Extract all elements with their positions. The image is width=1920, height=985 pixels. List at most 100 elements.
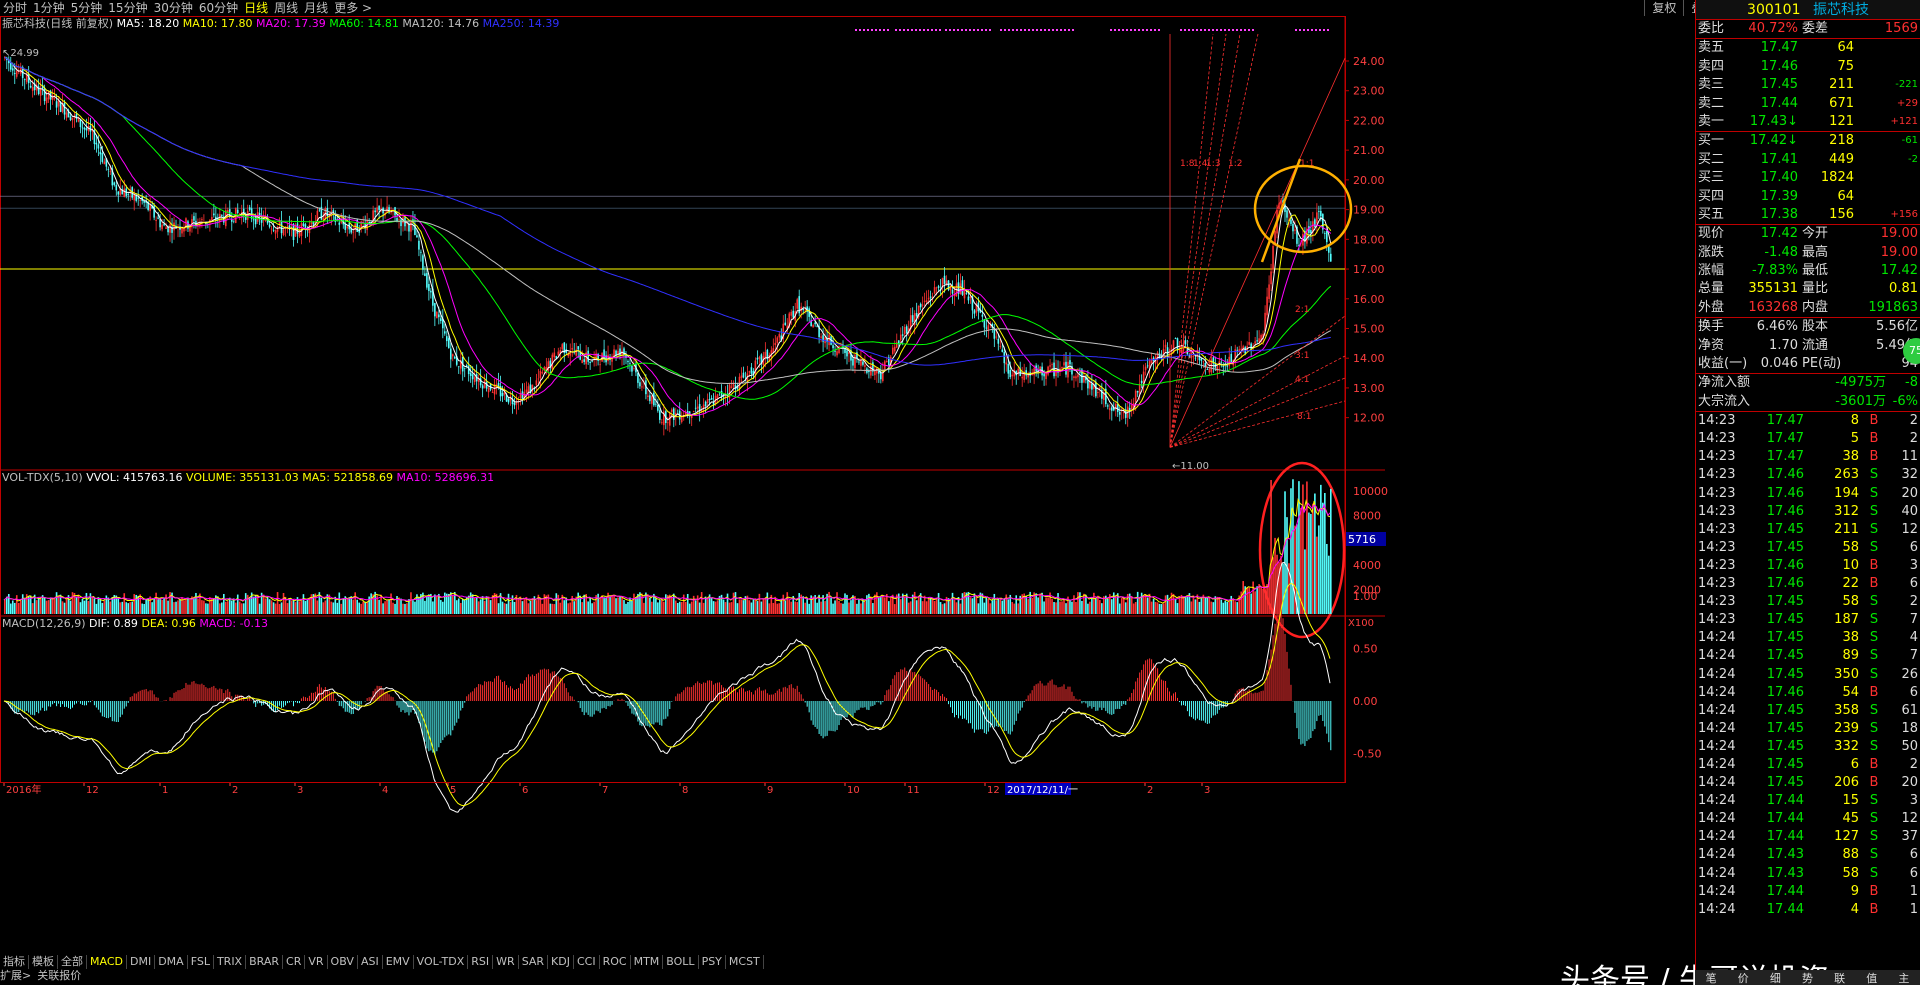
- indicator-tab-22[interactable]: BOLL: [663, 955, 699, 969]
- kline-chart[interactable]: 振芯科技(日线 前复权) MA5: 18.20 MA10: 17.80 MA20…: [0, 16, 1692, 956]
- tick-side: S: [1869, 467, 1879, 483]
- tick-row: 14:23 17.46 10 B 3: [1696, 557, 1920, 575]
- indicator-tab-19[interactable]: CCI: [574, 955, 600, 969]
- ma5-legend: MA5: 521858.69: [302, 471, 396, 484]
- x-label-13: 12: [987, 785, 1000, 796]
- period-tab-7[interactable]: 周线: [274, 1, 299, 15]
- tick-row: 14:24 17.44 127 S 37: [1696, 828, 1920, 846]
- tick-row: 14:23 17.45 211 S 12: [1696, 521, 1920, 539]
- period-tab-4[interactable]: 30分钟: [153, 1, 193, 15]
- indicator-tab-16[interactable]: WR: [493, 955, 519, 969]
- tick-time: 14:24: [1698, 883, 1736, 899]
- bids-level-2[interactable]: 买二 17.41 449 -2: [1696, 151, 1920, 169]
- tick-side: S: [1869, 612, 1879, 628]
- indicator-tab-14[interactable]: VOL-TDX: [414, 955, 469, 969]
- bids-level-3[interactable]: 买三 17.40 1824: [1696, 169, 1920, 187]
- tick-count: 12: [1901, 811, 1918, 827]
- tick-time: 14:23: [1698, 413, 1736, 429]
- asks-level-4[interactable]: 卖二 17.44 671 +29: [1696, 95, 1920, 113]
- extend-link-0[interactable]: 扩展>: [0, 969, 32, 982]
- tick-time: 14:24: [1698, 756, 1736, 772]
- tick-list[interactable]: 14:23 17.47 8 B 2 14:23 17.47 5 B 2 14:23 17.47 38 B 1…: [1696, 411, 1920, 919]
- x-label-3: 2: [232, 785, 238, 796]
- stat-label: 换手: [1698, 319, 1725, 335]
- price-tick-10: 14.00: [1353, 352, 1385, 365]
- bids-level-1[interactable]: 买一 17.42↓ 218 -61: [1696, 132, 1920, 150]
- indicator-tab-24[interactable]: MCST: [726, 955, 764, 969]
- panel-tab-0[interactable]: 笔: [1705, 972, 1717, 985]
- vol-title-text: VOL-TDX(5,10): [2, 471, 86, 484]
- asks-level-3[interactable]: 卖三 17.45 211 -221: [1696, 76, 1920, 94]
- tick-volume: 10: [1842, 557, 1859, 573]
- period-tab-0[interactable]: 分时: [3, 1, 28, 15]
- panel-tab-3[interactable]: 势: [1801, 972, 1813, 985]
- indicator-tab-13[interactable]: EMV: [383, 955, 414, 969]
- period-tab-1[interactable]: 1分钟: [33, 1, 65, 15]
- period-tab-6[interactable]: 日线: [244, 1, 269, 15]
- panel-tab-1[interactable]: 价: [1737, 972, 1749, 985]
- stat-row-0: 换手 6.46% 股本 5.56亿: [1696, 318, 1920, 336]
- tick-time: 14:23: [1698, 612, 1736, 628]
- indicator-tab-4[interactable]: DMI: [127, 955, 156, 969]
- indicator-tab-6[interactable]: FSL: [188, 955, 214, 969]
- tick-row: 14:23 17.46 263 S 32: [1696, 466, 1920, 484]
- tick-price: 17.45: [1766, 756, 1804, 772]
- panel-tabs: 笔价细势联值主: [1695, 970, 1920, 985]
- tick-row: 14:24 17.45 38 S 4: [1696, 629, 1920, 647]
- tick-time: 14:24: [1698, 847, 1736, 863]
- extend-link-1[interactable]: 关联报价: [37, 969, 82, 982]
- period-tab-9[interactable]: 更多 >: [334, 1, 373, 15]
- bids-volume: 1824: [1820, 170, 1854, 186]
- period-tab-8[interactable]: 月线: [304, 1, 329, 15]
- panel-tab-6[interactable]: 主: [1898, 972, 1910, 985]
- tick-row: 14:24 17.45 206 B 20: [1696, 774, 1920, 792]
- indicator-tab-17[interactable]: SAR: [519, 955, 549, 969]
- indicator-tab-1[interactable]: 模板: [29, 955, 58, 969]
- asks-level-2[interactable]: 卖四 17.46 75: [1696, 58, 1920, 76]
- panel-tab-5[interactable]: 值: [1866, 972, 1878, 985]
- asks-price: 17.44: [1760, 95, 1798, 111]
- indicator-tab-18[interactable]: KDJ: [548, 955, 574, 969]
- indicator-tab-20[interactable]: ROC: [600, 955, 631, 969]
- quote-row-3: 总量 355131 量比 0.81: [1696, 280, 1920, 298]
- indicator-tab-9[interactable]: CR: [283, 955, 306, 969]
- quote-value-2: 17.42: [1880, 263, 1918, 279]
- tick-side: S: [1869, 738, 1879, 754]
- tick-time: 14:23: [1698, 485, 1736, 501]
- asks-level-1[interactable]: 卖五 17.47 64: [1696, 39, 1920, 57]
- tick-volume: 38: [1842, 449, 1859, 465]
- asks-volume: 671: [1829, 95, 1854, 111]
- extend-links: 扩展> 关联报价: [0, 969, 1692, 983]
- period-tab-2[interactable]: 5分钟: [70, 1, 103, 15]
- x-label-8: 7: [602, 785, 608, 796]
- indicator-tab-15[interactable]: RSI: [468, 955, 494, 969]
- panel-tab-2[interactable]: 细: [1769, 972, 1781, 985]
- indicator-tab-7[interactable]: TRIX: [214, 955, 247, 969]
- indicator-tab-23[interactable]: PSY: [699, 955, 726, 969]
- tick-price: 17.46: [1766, 557, 1804, 573]
- indicator-tab-2[interactable]: 全部: [58, 955, 87, 969]
- tick-time: 14:23: [1698, 557, 1736, 573]
- indicator-tab-21[interactable]: MTM: [631, 955, 664, 969]
- quote-value: 163268: [1748, 299, 1798, 315]
- quote-value: -7.83%: [1752, 263, 1798, 279]
- panel-tab-4[interactable]: 联: [1834, 972, 1846, 985]
- tick-side: S: [1869, 521, 1879, 537]
- bids-level-4[interactable]: 买四 17.39 64: [1696, 188, 1920, 206]
- indicator-tab-11[interactable]: OBV: [328, 955, 358, 969]
- indicator-tab-0[interactable]: 指标: [0, 955, 29, 969]
- tick-row: 14:23 17.45 187 S 7: [1696, 611, 1920, 629]
- bids-level-5[interactable]: 买五 17.38 156 +156: [1696, 206, 1920, 224]
- period-tab-3[interactable]: 15分钟: [108, 1, 148, 15]
- indicator-tab-5[interactable]: DMA: [155, 955, 188, 969]
- indicator-tab-10[interactable]: VR: [305, 955, 328, 969]
- indicator-tab-12[interactable]: ASI: [358, 955, 383, 969]
- tick-time: 14:23: [1698, 467, 1736, 483]
- indicator-tab-8[interactable]: BRAR: [246, 955, 284, 969]
- score-badge[interactable]: 75: [1903, 338, 1920, 364]
- toolbar-button-0[interactable]: 复权: [1644, 0, 1683, 16]
- indicator-tab-3[interactable]: MACD: [87, 955, 127, 969]
- quote-row-0: 现价 17.42 今开 19.00: [1696, 225, 1920, 243]
- asks-level-5[interactable]: 卖一 17.43↓ 121 +121: [1696, 113, 1920, 131]
- period-tab-5[interactable]: 60分钟: [198, 1, 239, 15]
